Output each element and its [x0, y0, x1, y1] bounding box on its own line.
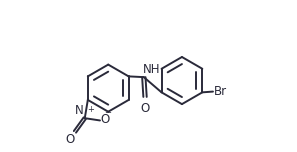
- Text: Br: Br: [214, 85, 227, 98]
- Text: +: +: [87, 105, 94, 114]
- Text: NH: NH: [143, 63, 160, 76]
- Text: O: O: [65, 133, 74, 146]
- Text: O: O: [101, 113, 110, 126]
- Text: N: N: [75, 104, 84, 117]
- Text: O: O: [140, 102, 150, 115]
- Text: −: −: [104, 108, 111, 117]
